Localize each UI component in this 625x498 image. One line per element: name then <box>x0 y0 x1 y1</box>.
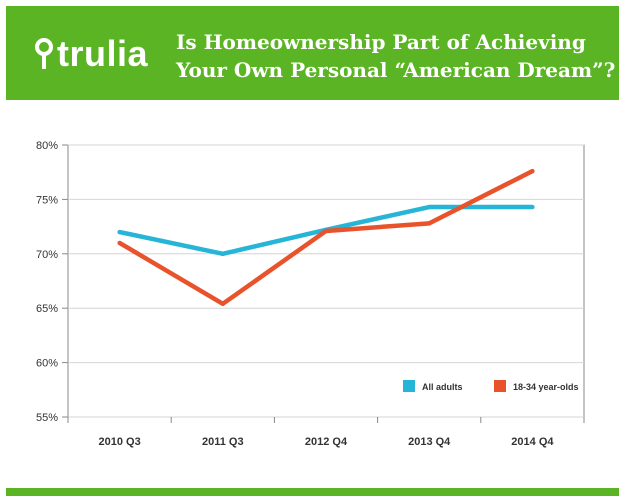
y-tick-label: 75% <box>36 194 58 206</box>
legend-label: 18-34 year-olds <box>513 382 579 392</box>
line-chart: 55% 60% 65% 70% 75% 80% 2010 Q3 2011 Q3 2012 Q4… <box>36 140 585 448</box>
x-tick-label: 2012 Q4 <box>305 436 348 448</box>
legend: All adults 18-34 year-olds <box>403 380 579 392</box>
grid-lines <box>68 144 584 418</box>
data-point <box>117 229 122 235</box>
x-tick-label: 2014 Q4 <box>511 436 554 448</box>
trulia-logo: trulia <box>34 36 148 72</box>
location-pin-icon <box>35 38 53 69</box>
chart-title: Is Homeownership Part of Achieving Your … <box>176 28 616 84</box>
data-point <box>427 204 432 210</box>
x-tick-label: 2011 Q3 <box>202 436 244 448</box>
data-point <box>220 251 225 256</box>
data-point <box>323 228 329 234</box>
legend-label: All adults <box>422 382 463 392</box>
data-point <box>427 221 432 226</box>
x-axis-ticks: 2010 Q3 2011 Q3 2012 Q4 2013 Q4 2014 Q4 <box>67 417 585 448</box>
footer-bar <box>6 488 619 496</box>
legend-swatch <box>403 380 415 392</box>
x-tick-label: 2013 Q4 <box>408 436 451 448</box>
header-banner: trulia Is Homeownership Part of Achievin… <box>6 6 619 100</box>
data-point <box>530 204 535 210</box>
logo-text: trulia <box>57 33 149 74</box>
legend-swatch <box>494 380 506 392</box>
y-tick-label: 60% <box>36 358 58 370</box>
data-point <box>530 168 535 174</box>
y-tick-label: 70% <box>36 249 58 261</box>
y-tick-label: 65% <box>36 303 58 315</box>
data-point <box>117 240 122 246</box>
y-axis-ticks: 55% 60% 65% 70% 75% 80% <box>36 140 68 424</box>
series-lines <box>117 168 535 307</box>
y-tick-label: 80% <box>36 140 58 152</box>
title-line-2: Your Own Personal “American Dream”? <box>176 58 616 82</box>
data-point <box>220 301 225 307</box>
y-tick-label: 55% <box>36 412 58 424</box>
title-line-1: Is Homeownership Part of Achieving <box>176 30 586 54</box>
x-tick-label: 2010 Q3 <box>98 436 140 448</box>
